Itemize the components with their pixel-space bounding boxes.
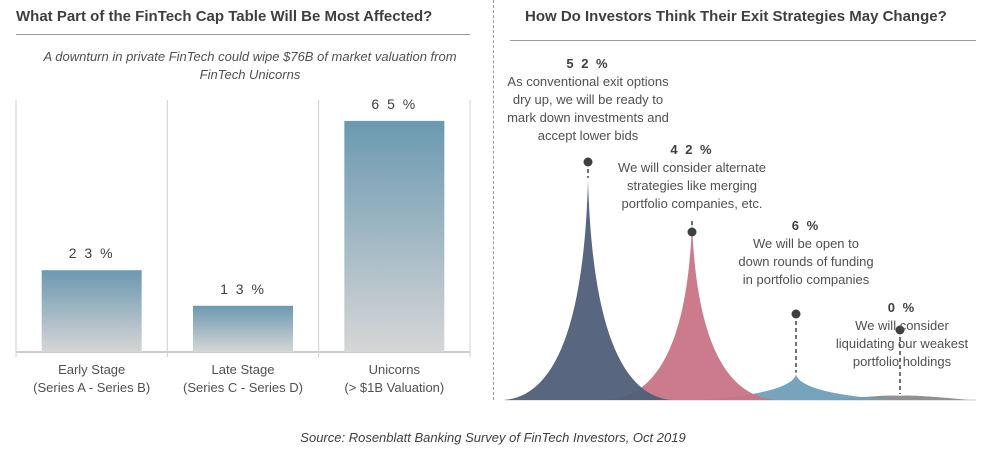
peak-annotation-line: strategies like merging (626, 178, 758, 193)
leader-dot (895, 325, 905, 335)
panel-divider (493, 0, 494, 400)
peak-annotation-line: mark down investments and (507, 110, 669, 125)
left-panel-title: What Part of the FinTech Cap Table Will … (16, 8, 433, 25)
bar-value-label: 6 5 % (371, 96, 417, 112)
peak-value-label: 0 % (887, 300, 917, 315)
bar (344, 120, 445, 352)
peak-annotation-line: liquidating our weakest (835, 336, 969, 351)
category-label: (> $1B Valuation) (344, 380, 444, 395)
peak-annotation: 4 2 % We will consider alternate strategie… (592, 141, 792, 213)
peak-annotation-line: We will consider alternate (618, 160, 766, 175)
peak-annotation-line: down rounds of funding (738, 254, 874, 269)
peak-annotation: 6 % We will be open to down rounds of fund… (716, 217, 896, 289)
left-panel-subtitle: A downturn in private FinTech could wipe… (43, 49, 457, 82)
peak-shape (504, 179, 672, 400)
peak-annotation-line: We will be open to (753, 236, 859, 251)
category-label: (Series C - Series D) (183, 380, 303, 395)
peak-annotation-line: dry up, we will be ready to (512, 92, 664, 107)
bar (193, 305, 293, 352)
peak-shape (608, 222, 776, 400)
bar-value-label: 2 3 % (69, 245, 115, 261)
peak-annotation: 0 % We will consider liquidating our weake… (822, 299, 982, 371)
peak-annotation-line: accept lower bids (537, 128, 639, 143)
leader-dot (687, 227, 697, 237)
peak-annotation: 5 2 % As conventional exit options dry up,… (488, 55, 688, 145)
left-title-rule (16, 34, 470, 35)
right-panel-title: How Do Investors Think Their Exit Strate… (525, 8, 947, 25)
category-label: Late Stage (212, 362, 275, 377)
right-title-rule (510, 40, 976, 41)
peak-shape (696, 374, 896, 400)
leader-dot (791, 309, 801, 319)
bar (41, 270, 142, 352)
peak-annotation-line: We will consider (855, 318, 949, 333)
peak-value-label: 5 2 % (566, 56, 610, 71)
category-label: Early Stage (58, 362, 125, 377)
source-note: Source: Rosenblatt Banking Survey of Fin… (300, 430, 686, 445)
peak-value-label: 6 % (791, 218, 821, 233)
peak-annotation-line: in portfolio companies (742, 272, 870, 287)
peak-annotation-line: portfolio companies, etc. (621, 196, 763, 211)
peak-annotation-line: As conventional exit options (507, 74, 669, 89)
bar-value-label: 1 3 % (220, 281, 266, 297)
category-label: (Series A - Series B) (33, 380, 150, 395)
peak-annotation-line: portfolio holdings (852, 354, 952, 369)
leader-dot (583, 157, 593, 167)
peak-value-label: 4 2 % (670, 142, 714, 157)
category-label: Unicorns (369, 362, 421, 377)
